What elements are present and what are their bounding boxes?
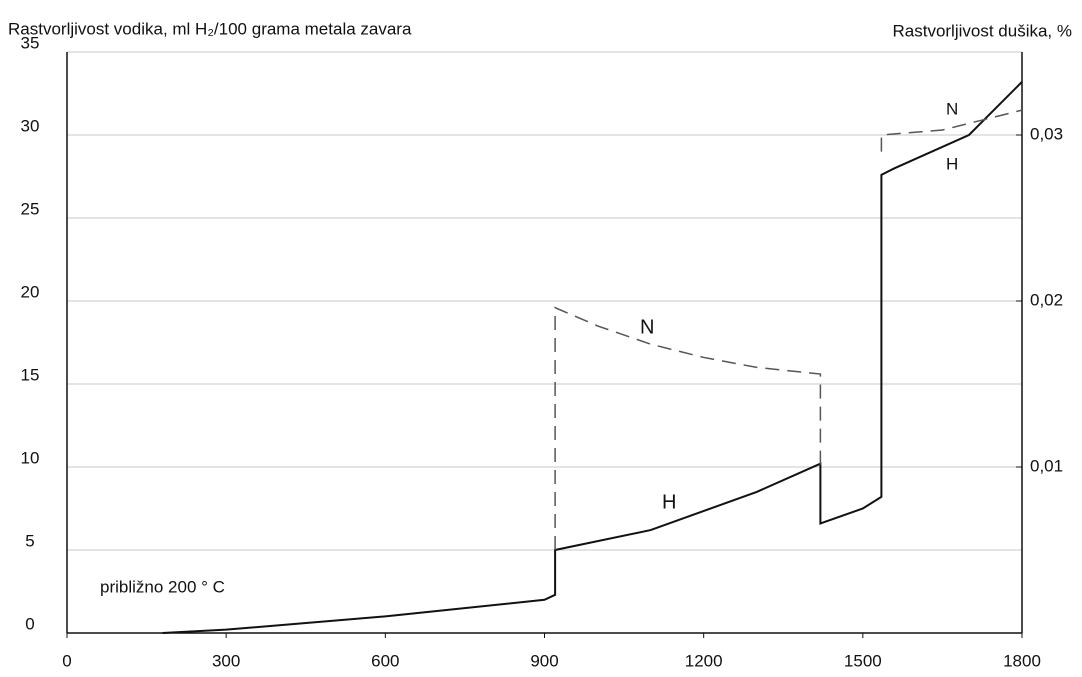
y-tick-label: 35 <box>21 33 40 52</box>
y-axis-label: Rastvorljivost vodika, ml H₂/100 grama m… <box>8 19 412 38</box>
annotation: N <box>946 99 958 118</box>
y-tick-label: 10 <box>21 448 40 467</box>
y2-tick-label: 0,01 <box>1030 456 1063 475</box>
series-line <box>554 109 1023 550</box>
x-tick-label: 0 <box>62 651 71 670</box>
annotation: N <box>640 316 654 338</box>
y2-tick-label: 0,03 <box>1030 124 1063 143</box>
y-tick-label: 15 <box>21 365 40 384</box>
y-tick-label: 20 <box>21 282 40 301</box>
x-tick-label: 600 <box>371 651 399 670</box>
y-tick-label: 0 <box>25 614 34 633</box>
y2-axis-label: Rastvorljivost dušika, % <box>892 21 1072 40</box>
x-tick-label: 900 <box>530 651 558 670</box>
y-tick-label: 25 <box>21 199 40 218</box>
annotation: H <box>662 491 676 513</box>
x-tick-label: 1500 <box>844 651 882 670</box>
annotation: H <box>946 154 958 173</box>
y2-tick-label: 0,02 <box>1030 290 1063 309</box>
x-tick-label: 1200 <box>685 651 723 670</box>
x-tick-label: 1800 <box>1003 651 1041 670</box>
annotation: približno 200 ° C <box>100 577 225 596</box>
x-tick-label: 300 <box>212 651 240 670</box>
y-tick-label: 30 <box>21 116 40 135</box>
y-tick-label: 5 <box>25 531 34 550</box>
series-line <box>162 81 1023 634</box>
